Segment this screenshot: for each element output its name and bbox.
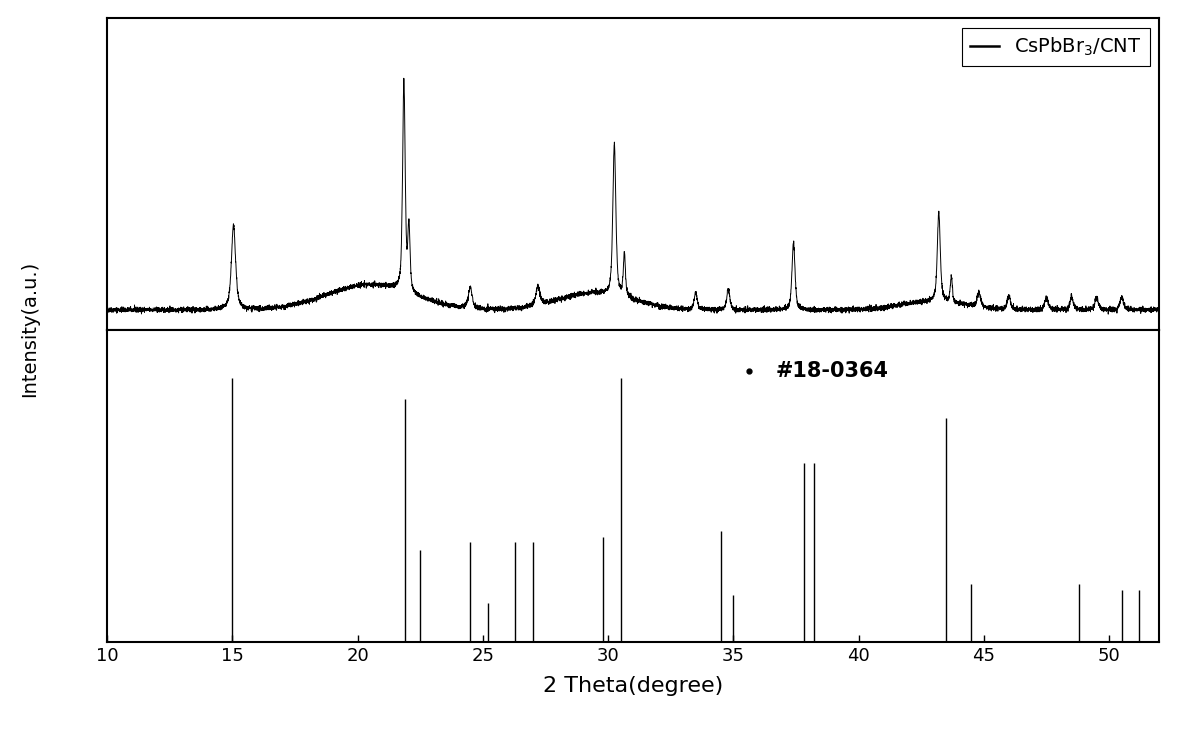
Text: #18-0364: #18-0364 (775, 361, 888, 381)
X-axis label: 2 Theta(degree): 2 Theta(degree) (543, 677, 723, 696)
Text: Intensity(a.u.): Intensity(a.u.) (20, 261, 39, 396)
Legend: CsPbBr$_3$/CNT: CsPbBr$_3$/CNT (962, 28, 1150, 66)
